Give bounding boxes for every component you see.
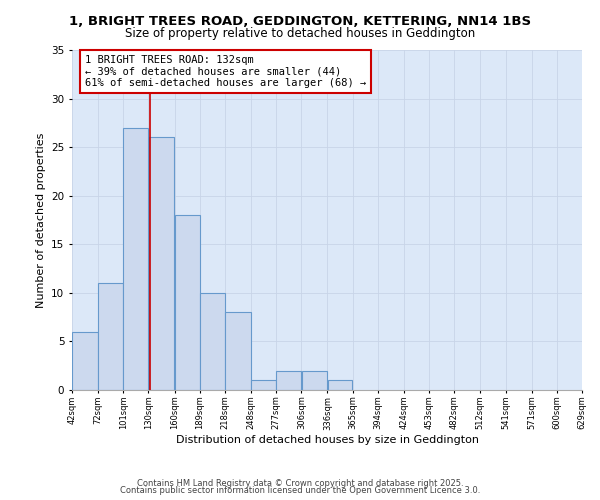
Bar [175,215,200,390]
Text: Size of property relative to detached houses in Geddington: Size of property relative to detached ho… [125,28,475,40]
Text: Contains HM Land Registry data © Crown copyright and database right 2025.: Contains HM Land Registry data © Crown c… [137,478,463,488]
Bar [149,138,175,390]
Bar [328,380,352,390]
Text: Contains public sector information licensed under the Open Government Licence 3.: Contains public sector information licen… [120,486,480,495]
X-axis label: Distribution of detached houses by size in Geddington: Distribution of detached houses by size … [176,435,479,445]
Bar [124,128,148,390]
Bar [200,293,224,390]
Text: 1 BRIGHT TREES ROAD: 132sqm
← 39% of detached houses are smaller (44)
61% of sem: 1 BRIGHT TREES ROAD: 132sqm ← 39% of det… [85,55,366,88]
Y-axis label: Number of detached properties: Number of detached properties [35,132,46,308]
Bar [225,312,251,390]
Bar [277,370,301,390]
Text: 1, BRIGHT TREES ROAD, GEDDINGTON, KETTERING, NN14 1BS: 1, BRIGHT TREES ROAD, GEDDINGTON, KETTER… [69,15,531,28]
Bar [98,283,123,390]
Bar [72,332,98,390]
Bar [251,380,276,390]
Bar [302,370,327,390]
